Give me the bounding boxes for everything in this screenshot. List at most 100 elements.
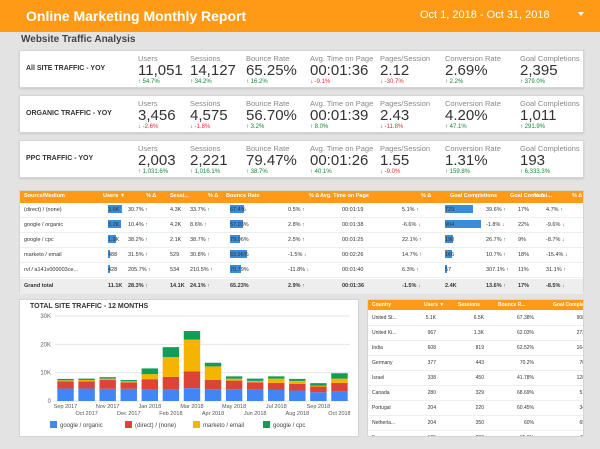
arrow-up-icon: ↑ [300, 237, 305, 243]
column-header[interactable]: Source/Medium [24, 193, 65, 199]
kpi-metric: Users 3,456 ↓ -2.6% [138, 99, 176, 130]
section-title: Website Traffic Analysis [21, 34, 136, 45]
bar-segment [99, 377, 116, 379]
arrow-down-icon: ↓ [380, 79, 385, 85]
table-cell: 1.3K [473, 330, 484, 336]
table-row[interactable]: Israel 338 450 41.78% 128 [368, 371, 583, 386]
kpi-value: 1,011 [520, 107, 557, 124]
value-bar [108, 205, 123, 213]
table-row[interactable]: google / cpc 1.9K 38.2% ↑ 2.1K 38.7% ↑ 79.06%… [20, 233, 583, 248]
column-header[interactable]: Avg. Time on Page [320, 193, 369, 199]
column-header[interactable]: % Δ [421, 193, 432, 199]
change-value: 22.1% [402, 237, 418, 243]
kpi-change-value: 379.0% [524, 79, 546, 85]
table-cell: 68.69% [517, 390, 534, 396]
table-cell: 24.1% ↑ [190, 283, 210, 289]
column-header[interactable]: Bounce Rate [226, 193, 260, 199]
bar-segment [162, 389, 180, 401]
date-range-selector[interactable]: Oct 1, 2018 - Oct 31, 2018 [420, 9, 550, 21]
table-cell: 11.1K [108, 283, 123, 289]
arrow-up-icon: ↑ [246, 124, 251, 130]
column-header[interactable]: Goal Completions [553, 302, 584, 308]
column-header[interactable]: % Δ [309, 193, 320, 199]
kpi-value: 11,051 [138, 62, 183, 79]
column-header[interactable]: % Δ [208, 193, 219, 199]
table-cell: 273 [576, 330, 583, 336]
table-cell: rvl / a141v000003ce... [24, 267, 79, 273]
change-value: 2.9% [288, 283, 301, 289]
table-cell: 904 [445, 222, 455, 228]
kpi-row-label: PPC TRAFFIC - YOY [26, 155, 94, 162]
table-row[interactable]: United Ki... 967 1.3K 62.03% 273 [368, 326, 583, 341]
table-cell: 11% [518, 267, 529, 273]
column-header[interactable]: % Δ [534, 193, 545, 199]
table-row[interactable]: Netherla... 204 350 60% 69 [368, 416, 583, 431]
column-header[interactable]: Goal Completions [450, 193, 498, 199]
table-cell: 00:01:38 [342, 222, 364, 228]
kpi-label: Goal Completions [520, 99, 580, 108]
table-row[interactable]: India 608 819 62.52% 164 [368, 341, 583, 356]
table-row[interactable]: Germany 377 443 70.2% 70 [368, 356, 583, 371]
kpi-metric: Conversion Rate 2.69% ↑ 2.2% [445, 54, 501, 85]
value-bar [230, 205, 244, 213]
bar-segment [310, 386, 327, 393]
bar-segment [162, 376, 180, 390]
change-value: -1.5% [402, 283, 417, 289]
chevron-down-icon[interactable] [578, 12, 584, 16]
table-cell: 79.06% [230, 237, 249, 243]
kpi-value: 2,395 [520, 62, 558, 79]
kpi-value: 65.25% [246, 62, 297, 79]
column-header[interactable]: % Δ [146, 193, 157, 199]
kpi-value: 00:01:26 [310, 152, 369, 169]
arrow-up-icon: ↑ [202, 222, 207, 228]
kpi-label: Bounce Rate [246, 144, 290, 153]
arrow-up-icon: ↑ [520, 79, 525, 85]
change-value: -15.4% [546, 252, 564, 258]
kpi-change-value: 2.2% [449, 79, 464, 85]
column-header[interactable]: Sessions [458, 302, 480, 308]
column-header[interactable]: Users ▼ [103, 193, 126, 199]
value-bar [445, 205, 473, 213]
table-cell: 26.7% ↑ [486, 237, 506, 243]
x-tick-label: May 2018 [222, 404, 246, 410]
column-header[interactable]: Users ▼ [424, 302, 445, 308]
table-cell: 4.3K [170, 207, 182, 213]
kpi-value: 79.47% [246, 152, 297, 169]
column-header[interactable]: Sessi... [170, 193, 189, 199]
table-row[interactable]: United St... 5.1K 6.5K 67.38% 908 [368, 311, 583, 326]
table-cell: 00:02:26 [342, 252, 364, 258]
bar-segment [183, 331, 201, 340]
table-row[interactable]: France 185 280 65.3% 40 [368, 431, 583, 436]
source-medium-table: Source/Medium Users ▼ % Δ Sessi... % Δ Bounce… [19, 190, 584, 294]
kpi-value: 4,575 [190, 107, 228, 124]
kpi-value: 2.43 [380, 107, 410, 124]
table-row[interactable]: rvl / a141v000003ce... 428 205.7% ↑ 534 210.… [20, 263, 583, 278]
kpi-value: 193 [520, 152, 546, 169]
table-cell: France [372, 435, 388, 436]
table-cell: 128 [576, 375, 583, 381]
bar-segment [289, 390, 306, 401]
table-row[interactable]: marketo / email 488 31.5% ↑ 529 30.8% ↑ 63.96… [20, 248, 583, 263]
table-cell: 350 [475, 420, 484, 426]
change-value: 38.7% [190, 237, 206, 243]
table-row[interactable]: google / organic 3.2K 10.4% ↑ 4.2K 8.6% ↑ 57.… [20, 218, 583, 233]
column-header[interactable]: % Δ [572, 193, 583, 199]
column-header[interactable]: Bounce R... [498, 302, 526, 308]
arrow-up-icon: ↑ [300, 207, 305, 213]
kpi-change-value: 38.7% [250, 169, 268, 175]
table-row[interactable]: Portugal 204 220 60.45% 34 [368, 401, 583, 416]
arrow-up-icon: ↑ [190, 79, 195, 85]
bar-segment [204, 366, 222, 380]
table-row[interactable]: Canada 280 329 68.69% 51 [368, 386, 583, 401]
column-header[interactable]: Goal Conversi... [510, 193, 552, 199]
grand-total-row: Grand total 11.1K 28.3% ↑ 14.1K 24.1% ↑ 65.23… [20, 279, 583, 294]
table-cell: 534 [170, 267, 180, 273]
table-row[interactable]: (direct) / (none) 3.6K 30.7% ↑ 4.3K 33.7% ↑ 6… [20, 203, 583, 218]
table-cell: 164 [576, 345, 583, 351]
country-table: Country Users ▼ Sessions Bounce R... Goal Co… [367, 299, 584, 437]
column-header[interactable]: Country [372, 302, 392, 308]
table-cell: 30.7% ↑ [128, 207, 148, 213]
arrow-up-icon: ↑ [300, 283, 305, 289]
kpi-metric: Sessions 14,127 ↑ 34.2% [190, 54, 236, 85]
kpi-value: 2.69% [445, 62, 488, 79]
